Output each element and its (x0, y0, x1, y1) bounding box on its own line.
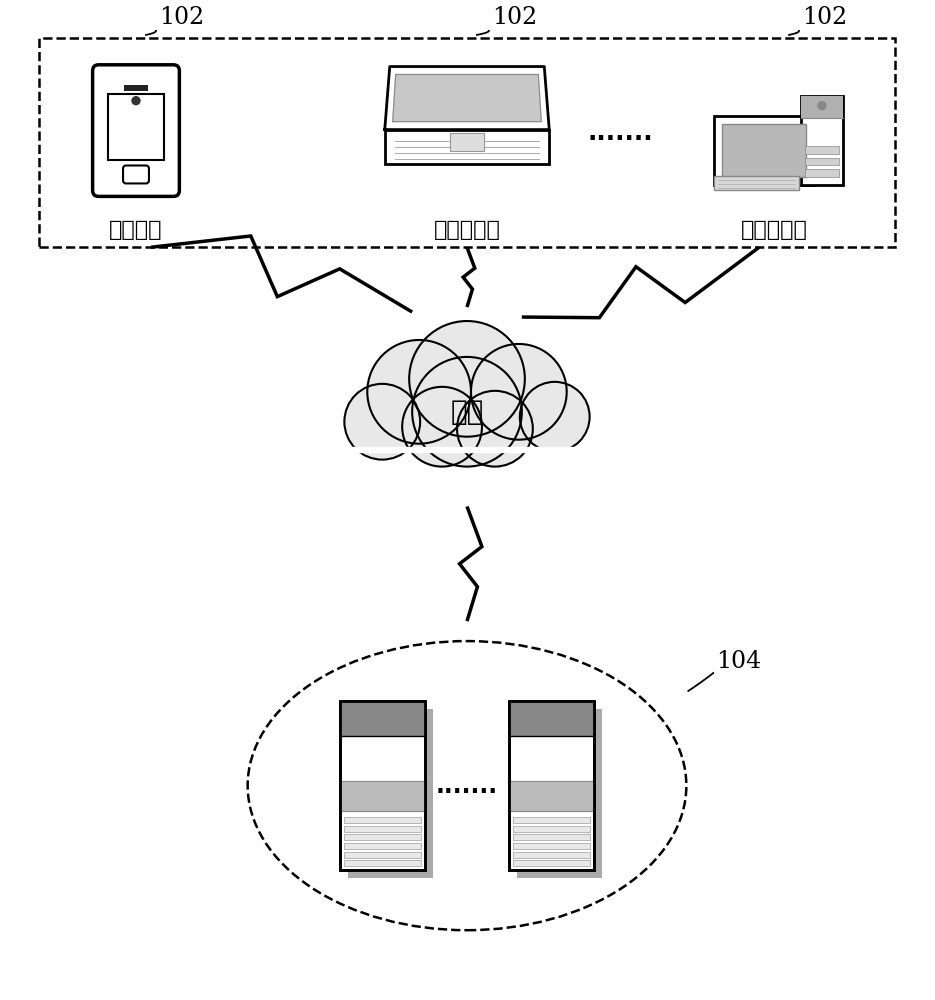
Bar (510, 701, 594, 870)
Bar (344, 834, 421, 840)
Bar (801, 96, 842, 118)
Text: 102: 102 (802, 6, 847, 29)
Bar (513, 826, 590, 832)
FancyBboxPatch shape (95, 68, 177, 193)
Bar (340, 701, 424, 870)
Bar (805, 169, 839, 177)
Circle shape (413, 358, 521, 465)
Circle shape (522, 383, 588, 450)
Circle shape (410, 323, 524, 435)
Text: 台式计算机: 台式计算机 (741, 220, 808, 240)
Bar (344, 852, 421, 858)
Bar (510, 701, 594, 736)
Text: 104: 104 (716, 650, 761, 673)
Bar (344, 817, 421, 823)
Circle shape (472, 345, 566, 439)
Text: 102: 102 (159, 6, 204, 29)
Ellipse shape (248, 641, 686, 930)
Circle shape (346, 385, 419, 458)
Text: 网窜: 网窜 (451, 398, 483, 426)
Circle shape (472, 345, 566, 438)
Bar (801, 96, 842, 185)
Circle shape (521, 383, 589, 451)
Text: 102: 102 (492, 6, 538, 29)
FancyBboxPatch shape (348, 709, 433, 878)
FancyBboxPatch shape (123, 165, 149, 183)
Text: .......: ....... (588, 121, 654, 145)
Circle shape (458, 392, 531, 465)
Circle shape (410, 321, 525, 437)
Circle shape (402, 387, 482, 467)
Bar (340, 781, 424, 811)
Circle shape (520, 382, 590, 452)
Circle shape (404, 388, 481, 465)
Bar (344, 826, 421, 832)
Bar (714, 176, 799, 190)
Circle shape (344, 384, 420, 460)
Bar (805, 146, 839, 154)
Bar (384, 130, 549, 164)
Bar (450, 133, 484, 151)
Circle shape (367, 340, 471, 444)
Bar (108, 94, 164, 160)
Circle shape (403, 388, 481, 466)
FancyBboxPatch shape (517, 709, 602, 878)
Circle shape (368, 341, 470, 443)
Text: 智能手机: 智能手机 (109, 220, 163, 240)
Polygon shape (384, 67, 549, 130)
Text: 笔记本电脑: 笔记本电脑 (434, 220, 500, 240)
Bar (124, 85, 148, 91)
Bar (39, 38, 895, 247)
FancyBboxPatch shape (93, 65, 180, 196)
Circle shape (410, 322, 524, 436)
Circle shape (412, 357, 522, 467)
Bar (805, 158, 839, 165)
Circle shape (818, 102, 826, 110)
Circle shape (457, 391, 533, 467)
Circle shape (345, 385, 419, 459)
Bar (513, 852, 590, 858)
Text: .......: ....... (436, 774, 498, 798)
Bar (344, 843, 421, 849)
Bar (513, 860, 590, 866)
Bar (513, 817, 590, 823)
Bar (513, 834, 590, 840)
Bar (722, 124, 806, 177)
Bar (513, 843, 590, 849)
Bar (510, 781, 594, 811)
Circle shape (132, 97, 140, 105)
Bar (340, 701, 424, 736)
Bar (344, 860, 421, 866)
Circle shape (368, 341, 469, 442)
Circle shape (413, 358, 521, 466)
Circle shape (471, 344, 567, 440)
Polygon shape (393, 75, 541, 122)
Bar (714, 116, 814, 185)
Circle shape (458, 392, 532, 466)
